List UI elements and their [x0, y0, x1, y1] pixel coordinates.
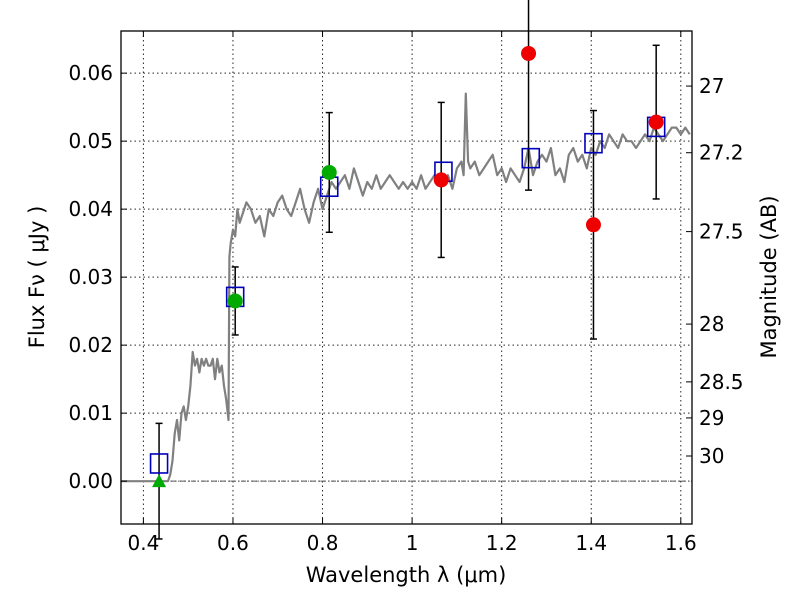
- model-photometry-square: [521, 147, 541, 169]
- model-photometry-square: [149, 453, 169, 474]
- model-spectrum-line: [121, 92, 691, 483]
- x-axis-title: Wavelength λ (μm): [306, 563, 507, 587]
- y-tick-label: 0.06: [68, 61, 113, 85]
- upper-limit-triangle: [152, 474, 167, 488]
- red-data-point: [433, 172, 449, 188]
- green-data-point: [227, 293, 243, 309]
- green-data-point: [321, 164, 337, 180]
- model-photometry-square: [584, 132, 603, 154]
- y-tick-label: 0.00: [68, 469, 113, 493]
- red-data-point: [648, 114, 664, 130]
- right-tick-label: 27: [699, 74, 724, 98]
- y-axis-ticks: 0.00 0.01 0.02 0.03 0.04 0.05 0.06: [68, 61, 127, 493]
- right-tick-label: 28.5: [699, 370, 744, 394]
- y-tick-label: 0.02: [68, 333, 113, 357]
- y-axis-title: Flux Fν ( μJy ): [25, 206, 49, 349]
- x-axis-ticks: 0.4 0.6 0.8 1 1.2 1.4 1.6: [127, 31, 697, 555]
- x-tick-label: 0.6: [217, 531, 249, 555]
- right-tick-label: 28: [699, 312, 724, 336]
- model-spectrum: [121, 92, 691, 483]
- x-tick-label: 1.2: [486, 531, 518, 555]
- right-tick-label: 27.5: [699, 220, 744, 244]
- x-tick-label: 0.8: [307, 531, 339, 555]
- right-tick-label: 29: [699, 406, 724, 430]
- x-tick-label: 1.6: [665, 531, 697, 555]
- right-axis-ticks: 27 27.2 27.5 28 28.5 29 30: [686, 74, 744, 468]
- grid: [121, 31, 692, 524]
- right-tick-label: 27.2: [699, 141, 744, 165]
- y-tick-label: 0.01: [68, 401, 113, 425]
- red-data-point: [585, 217, 601, 233]
- y-tick-label: 0.03: [68, 265, 113, 289]
- y-tick-label: 0.04: [68, 197, 113, 221]
- data-markers: [149, 45, 666, 488]
- red-data-point: [521, 45, 537, 61]
- x-tick-label: 0.4: [127, 531, 159, 555]
- x-tick-label: 1.4: [575, 531, 607, 555]
- y-tick-label: 0.05: [68, 129, 113, 153]
- x-tick-label: 1: [406, 531, 419, 555]
- right-tick-label: 30: [699, 444, 724, 468]
- right-axis-title: Magnitude (AB): [757, 195, 781, 358]
- error-bars: [155, 0, 660, 540]
